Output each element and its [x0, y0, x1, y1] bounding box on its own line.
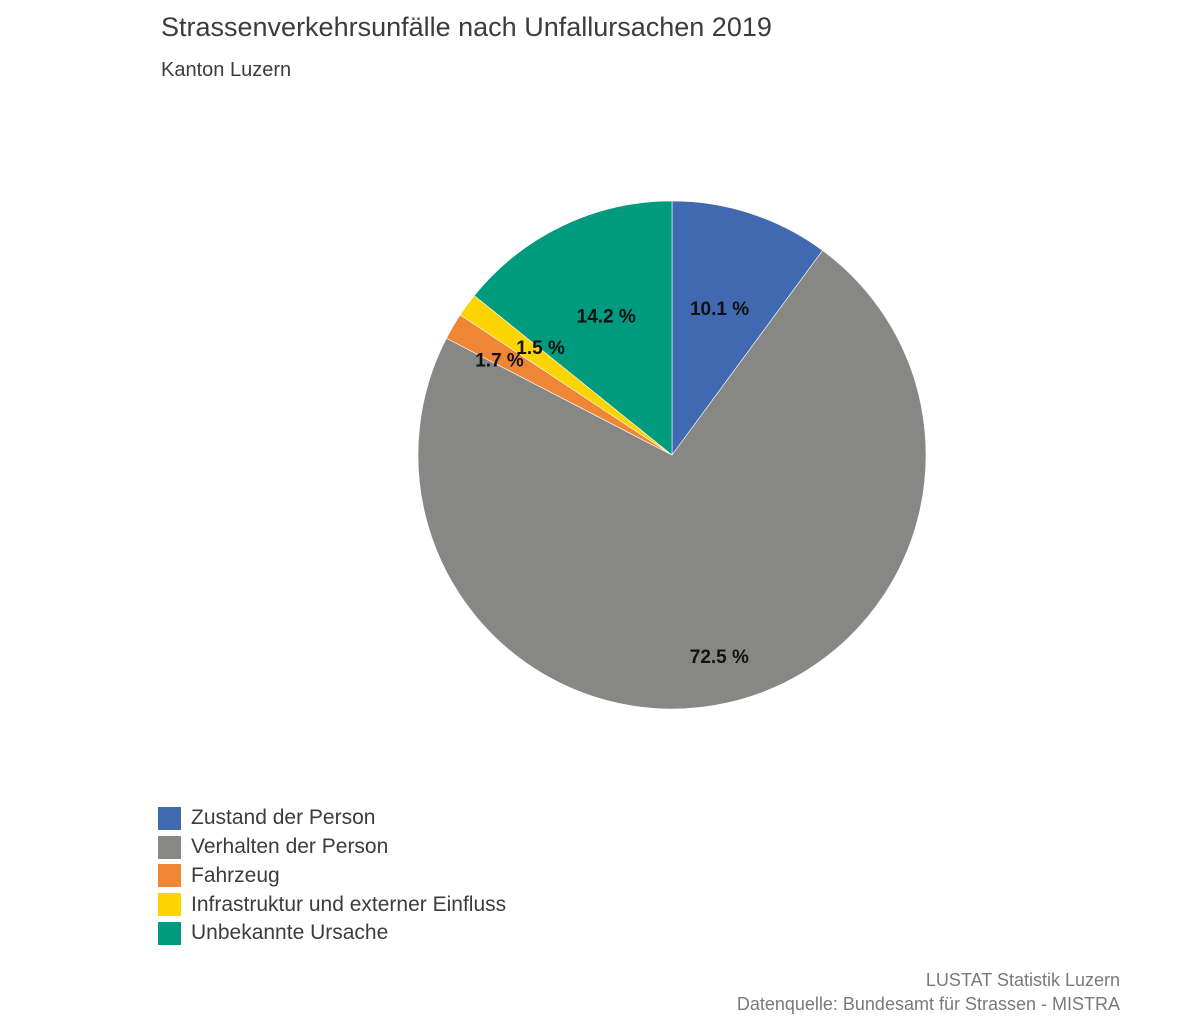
- pie-slice-5: [473, 200, 673, 456]
- pie-slice-1: [671, 200, 824, 456]
- legend-item: Fahrzeug: [158, 862, 506, 891]
- chart-subtitle: Kanton Luzern: [161, 59, 292, 81]
- legend-label: Unbekannte Ursache: [191, 921, 389, 945]
- chart-legend: Zustand der Person Verhalten der Person Fa…: [158, 804, 506, 948]
- pie-data-label-5: 14.2 %: [577, 307, 636, 328]
- legend-label: Fahrzeug: [191, 863, 280, 887]
- pie-data-label-1: 10.1 %: [690, 299, 749, 320]
- legend-swatch: [158, 921, 181, 945]
- legend-label: Zustand der Person: [191, 806, 376, 830]
- legend-item: Infrastruktur und externer Einfluss: [158, 890, 506, 919]
- legend-label: Infrastruktur und externer Einfluss: [191, 892, 507, 916]
- pie-slice-2: [417, 250, 927, 710]
- source-publisher: LUSTAT Statistik Luzern: [925, 970, 1120, 990]
- legend-item: Zustand der Person: [158, 804, 506, 833]
- pie-data-labels: 10.1 % 72.5 % 1.7 %1.5 % 14.2 %: [475, 299, 749, 668]
- source-note: LUSTAT Statistik Luzern Datenquelle: Bun…: [737, 968, 1120, 1016]
- legend-label: Verhalten der Person: [191, 835, 389, 859]
- chart-title: Strassenverkehrsunfälle nach Unfallursac…: [161, 12, 772, 42]
- legend-item: Unbekannte Ursache: [158, 919, 506, 948]
- pie-data-label-3: 1.7 %: [475, 350, 524, 371]
- legend-swatch: [158, 864, 181, 888]
- pie-data-label-2: 72.5 %: [690, 647, 749, 668]
- pie-data-label-4: 1.5 %: [516, 338, 565, 359]
- source-data-origin: Datenquelle: Bundesamt für Strassen - MI…: [736, 994, 1120, 1014]
- pie-slices: [417, 200, 927, 710]
- legend-swatch: [158, 835, 181, 859]
- legend-item: Verhalten der Person: [158, 833, 506, 862]
- legend-swatch: [158, 893, 181, 917]
- legend-swatch: [158, 806, 181, 830]
